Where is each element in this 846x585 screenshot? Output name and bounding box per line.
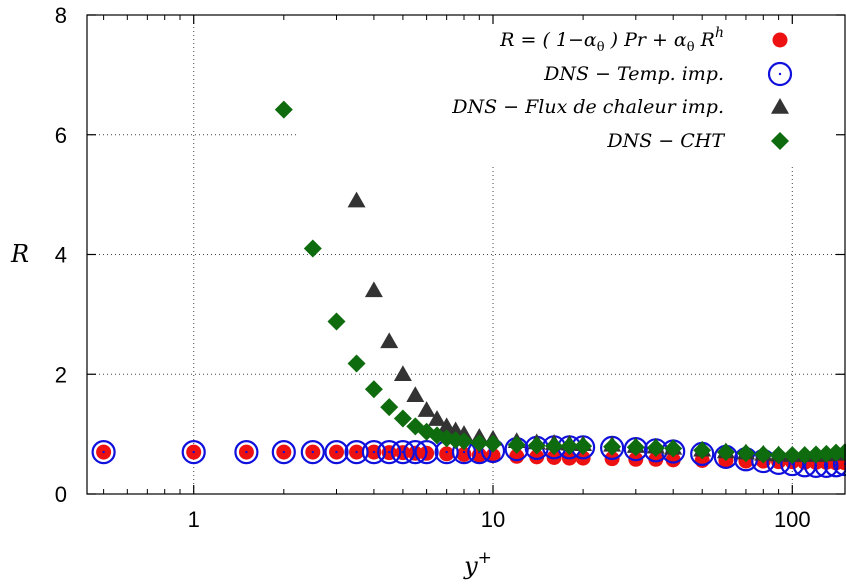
data-point-center xyxy=(425,450,428,454)
data-point xyxy=(361,439,387,465)
legend-marker xyxy=(771,132,789,150)
x-tick-label: 100 xyxy=(774,507,811,532)
data-point xyxy=(380,332,399,349)
data-point xyxy=(545,437,564,456)
data-point xyxy=(406,386,425,402)
y-tick-label: 2 xyxy=(55,362,67,387)
data-point xyxy=(364,281,383,298)
legend-label-sub: θ xyxy=(597,40,605,55)
data-point-center xyxy=(335,450,338,454)
legend-marker xyxy=(767,61,793,87)
data-point xyxy=(665,452,681,468)
data-point xyxy=(603,437,622,456)
y-tick-label: 8 xyxy=(55,3,67,28)
data-point xyxy=(347,354,366,373)
legend-background xyxy=(298,22,844,164)
data-point xyxy=(507,435,526,454)
data-point xyxy=(380,398,399,417)
x-axis-label-sup: + xyxy=(478,548,492,568)
data-point xyxy=(344,439,369,465)
data-point xyxy=(648,451,664,467)
data-point xyxy=(393,365,412,381)
x-axis-label-main: y xyxy=(463,552,478,580)
x-tick-label: 10 xyxy=(481,507,505,532)
data-point xyxy=(693,441,712,460)
data-point xyxy=(484,434,503,453)
data-point-center xyxy=(834,464,838,467)
legend-label-part: R xyxy=(695,29,715,51)
data-point xyxy=(455,432,474,451)
data-point xyxy=(91,439,116,465)
data-point-center xyxy=(445,450,448,454)
legend-marker-center xyxy=(778,72,782,76)
data-point-center xyxy=(311,450,315,454)
y-tick-label: 6 xyxy=(55,123,67,148)
legend-label-part: R = ( 1−α xyxy=(499,29,597,51)
data-point xyxy=(181,439,206,465)
data-point xyxy=(560,437,579,456)
data-point xyxy=(324,439,349,465)
data-point-center xyxy=(462,450,466,454)
data-point xyxy=(274,100,293,119)
data-point xyxy=(664,439,683,458)
y-axis-label: R xyxy=(10,240,29,268)
data-point-center xyxy=(245,450,248,454)
data-point xyxy=(300,439,325,465)
data-point xyxy=(437,417,456,434)
series-3 xyxy=(274,100,846,465)
data-point xyxy=(271,439,296,465)
data-layer xyxy=(91,35,846,478)
x-tick-label: 1 xyxy=(188,507,200,532)
data-point xyxy=(470,434,489,453)
data-point xyxy=(417,401,436,417)
data-point-center xyxy=(282,450,286,454)
data-point-center xyxy=(355,450,358,454)
axis-layer: 0 2 4 6 8 1 10 100 xyxy=(55,3,845,532)
data-point xyxy=(364,380,383,399)
data-point xyxy=(439,446,455,462)
data-point xyxy=(393,409,412,428)
data-point xyxy=(626,438,645,457)
legend-marker xyxy=(771,98,789,114)
data-point xyxy=(529,449,545,465)
data-point xyxy=(414,439,439,465)
legend-label-part: ) Pr + α xyxy=(605,29,687,51)
legend-label: R = ( 1−αθ ) Pr + αθ Rh xyxy=(499,25,724,55)
data-point xyxy=(428,410,447,426)
data-point xyxy=(783,446,802,465)
data-point xyxy=(390,439,416,465)
x-axis-label: y+ xyxy=(463,548,492,580)
legend-label-sub: θ xyxy=(687,40,695,55)
data-point xyxy=(736,444,755,463)
data-point xyxy=(347,191,366,208)
y-tick-label: 4 xyxy=(55,243,67,268)
data-point xyxy=(795,446,814,465)
data-point xyxy=(327,312,346,331)
legend-label: DNS − Flux de chaleur imp. xyxy=(451,96,724,118)
data-point-center xyxy=(102,450,105,454)
data-point xyxy=(769,446,788,465)
data-point xyxy=(303,239,322,258)
data-point xyxy=(806,445,825,464)
legend-marker xyxy=(772,32,788,48)
data-point xyxy=(574,437,593,456)
legend-label: DNS − CHT xyxy=(606,130,725,152)
y-tick-label: 0 xyxy=(55,482,67,507)
legend-label-sup: h xyxy=(715,25,724,41)
data-point-center xyxy=(372,450,376,454)
data-point xyxy=(646,438,665,457)
data-point xyxy=(754,445,773,464)
data-point xyxy=(527,436,546,455)
data-point xyxy=(377,439,402,465)
data-point-center xyxy=(192,450,195,454)
legend-label: DNS − Temp. imp. xyxy=(543,63,724,85)
data-point xyxy=(836,443,846,462)
data-point xyxy=(234,439,259,465)
data-point xyxy=(716,443,735,462)
data-point-center xyxy=(388,450,391,454)
